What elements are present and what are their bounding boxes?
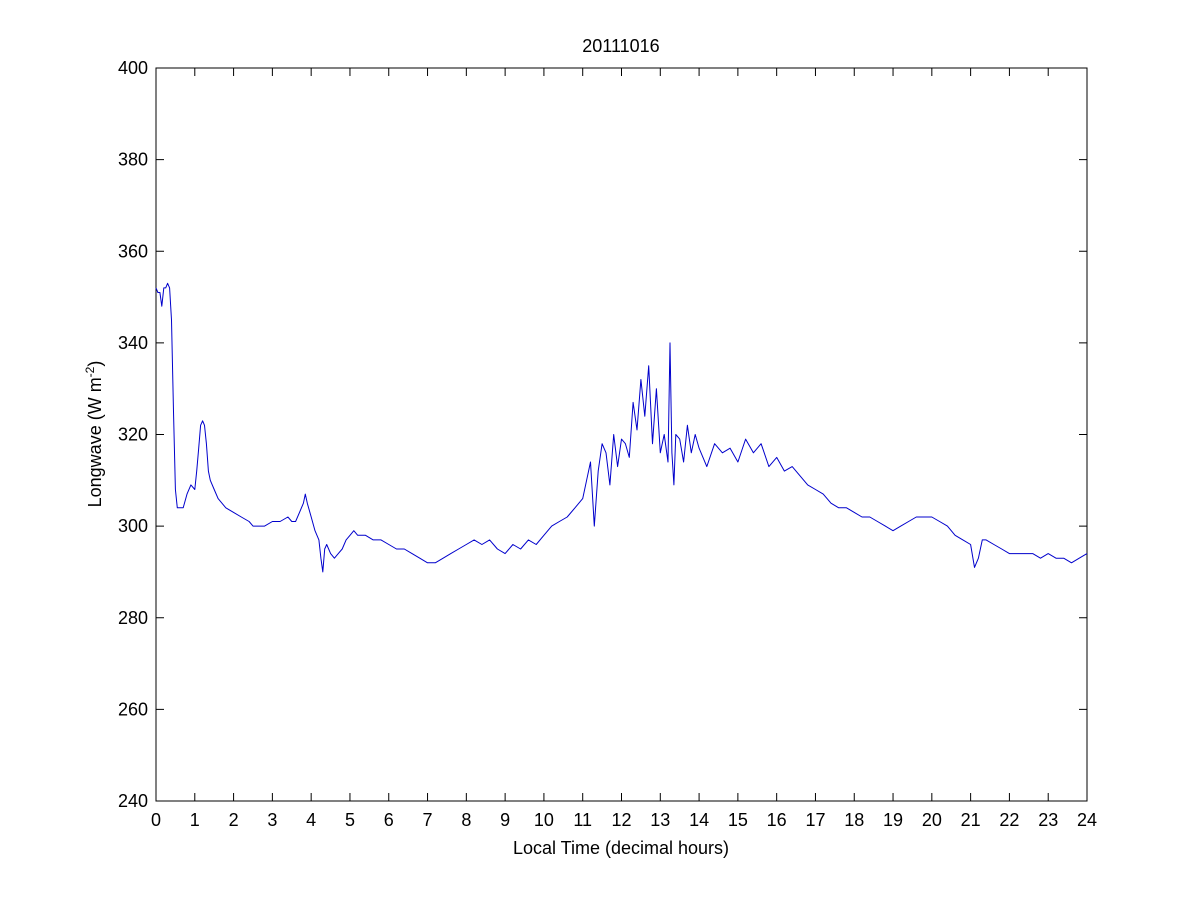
y-tick-label: 240 (118, 791, 148, 811)
x-tick-label: 10 (534, 810, 554, 830)
x-tick-label: 8 (461, 810, 471, 830)
x-tick-label: 6 (384, 810, 394, 830)
y-tick-label: 300 (118, 516, 148, 536)
x-tick-label: 4 (306, 810, 316, 830)
y-axis-label-suffix: ) (85, 361, 105, 367)
y-axis-label-superscript: -2 (83, 366, 97, 377)
x-tick-label: 20 (922, 810, 942, 830)
y-tick-label: 340 (118, 333, 148, 353)
x-tick-label: 3 (267, 810, 277, 830)
series-line-1 (155, 282, 1088, 573)
y-axis-ticks: 240 260 280 300 320 340 360 380 400 (118, 58, 1087, 811)
x-tick-label: 12 (611, 810, 631, 830)
x-tick-label: 24 (1077, 810, 1097, 830)
y-tick-label: 260 (118, 699, 148, 719)
x-tick-label: 21 (961, 810, 981, 830)
y-axis-label: Longwave (W m-2) (83, 361, 105, 508)
x-axis-ticks: 0 1 2 3 4 5 6 7 8 9 10 11 12 13 14 15 16 17 18 19 20 21 22 23 24 (151, 68, 1097, 830)
x-tick-label: 19 (883, 810, 903, 830)
x-tick-label: 1 (190, 810, 200, 830)
y-tick-label: 320 (118, 425, 148, 445)
x-tick-label: 18 (844, 810, 864, 830)
plot-area (155, 67, 1088, 802)
x-tick-label: 15 (728, 810, 748, 830)
y-tick-label: 400 (118, 58, 148, 78)
y-tick-label: 380 (118, 150, 148, 170)
x-tick-label: 9 (500, 810, 510, 830)
x-tick-label: 7 (423, 810, 433, 830)
x-tick-label: 13 (650, 810, 670, 830)
y-axis-label-text: Longwave (W m (85, 377, 105, 507)
y-tick-label: 360 (118, 241, 148, 261)
x-tick-label: 23 (1038, 810, 1058, 830)
x-tick-label: 2 (229, 810, 239, 830)
x-tick-label: 0 (151, 810, 161, 830)
x-tick-label: 5 (345, 810, 355, 830)
x-axis-label: Local Time (decimal hours) (513, 838, 729, 858)
x-tick-label: 14 (689, 810, 709, 830)
y-tick-label: 280 (118, 608, 148, 628)
x-tick-label: 22 (999, 810, 1019, 830)
series-group (155, 282, 1088, 573)
x-tick-label: 11 (573, 810, 592, 830)
chart-title: 20111016 (582, 36, 659, 56)
x-tick-label: 16 (767, 810, 787, 830)
x-tick-label: 17 (805, 810, 825, 830)
